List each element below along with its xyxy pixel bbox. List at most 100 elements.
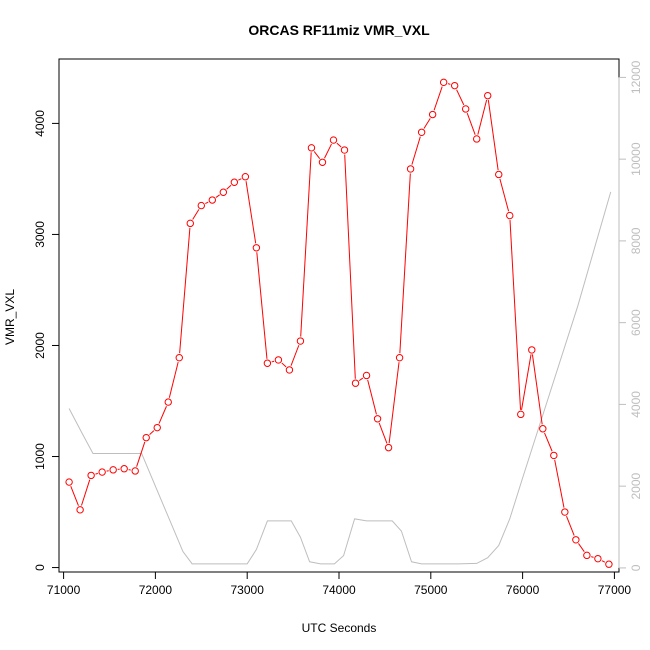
series-0-segment [313,151,321,159]
series-0-point [428,110,437,119]
plot-frame [58,58,620,573]
series-0-segment [256,252,268,359]
y2-tick-label: 4000 [629,391,643,418]
x-tick-label: 73000 [231,583,265,597]
series-0-segment [466,113,476,135]
series-0-point [241,173,250,181]
x-tick-label: 76000 [506,583,540,597]
series-0-segment [411,136,421,165]
series-0-point [230,178,239,186]
series-0-point [373,415,382,423]
series-0-point [594,554,602,563]
series-0-point [120,465,128,473]
series-0-point [285,366,294,374]
series-0-segment [566,516,575,536]
series-0-segment [238,178,242,181]
x-tick-label: 72000 [139,583,173,597]
series-0-segment [358,377,364,382]
series-0-segment [367,379,377,415]
series-0-point [87,471,95,480]
x-tick-label: 75000 [414,583,448,597]
series-1-line [68,191,612,565]
series-0-segment [344,154,356,379]
series-0-segment [601,560,606,563]
y2-tick-label: 10000 [629,142,643,176]
series-0-point [318,158,327,166]
series-0-segment [423,118,431,129]
series-0-point [550,451,558,460]
series-0-point [219,188,228,196]
series-0-point [296,337,305,345]
series-0-segment [168,361,179,398]
y-tick-label: 2000 [33,332,47,359]
series-0-segment [591,556,594,558]
series-0-point [65,478,73,486]
series-0-point [274,356,283,364]
y2-tick-label: 2000 [629,472,643,499]
series-0-segment [149,430,155,435]
series-0-segment [521,354,532,410]
series-0-point [340,146,349,154]
series-0-segment [456,89,465,106]
series-0-point [153,423,161,432]
series-0-point [517,410,525,419]
series-0-point [495,170,503,179]
series-0-point [461,105,470,113]
x-tick-label: 71000 [47,583,81,597]
series-0-segment [324,143,332,159]
series-0-segment [281,362,287,368]
series-0-segment [487,100,499,171]
series-0-point [362,371,371,380]
series-0-segment [531,354,543,425]
series-0-segment [245,181,257,244]
series-0-point [98,468,106,476]
series-0-point [417,128,426,136]
series-0-segment [70,486,79,506]
series-0-point [109,466,117,474]
y-tick-label: 4000 [33,110,47,137]
y2-tick-label: 8000 [629,227,643,254]
series-0-segment [179,227,191,354]
series-0-point [351,379,360,387]
y2-tick-label: 12000 [629,60,643,94]
series-0-point [605,560,613,568]
series-0-segment [544,432,553,452]
series-0-segment [509,220,522,410]
series-0-point [473,135,481,143]
x-tick-label: 77000 [598,583,632,597]
series-0-point [572,536,580,544]
series-0-point [197,201,205,210]
series-0-point [583,551,591,560]
series-0-segment [226,184,232,190]
x-axis: 71000 72000 73000 74000 75000 76000 77000 [47,571,632,597]
series-0-point [142,433,150,442]
series-0-segment [136,441,146,467]
chart-title: ORCAS RF11miz VMR_VXL [248,22,430,38]
series-0-segment [477,99,488,135]
series-0-segment [447,83,451,85]
series-0-segment [271,360,275,363]
y-tick-label: 3000 [33,221,47,248]
series-0-segment [433,86,443,111]
series-0-point [131,467,139,475]
series-0-segment [300,152,312,337]
y-axis-left: 0 1000 2000 3000 4000 [33,110,60,571]
series-0-segment [499,178,510,212]
y-tick-label: 1000 [33,443,47,470]
series-0-point [450,81,459,90]
series-0-point [395,353,404,362]
series-0-segment [578,543,585,552]
series-0-segment [336,142,342,148]
series-0-point [252,244,261,252]
series-0-segment [215,194,220,198]
series-layer [65,78,613,568]
series-0-segment [554,459,565,508]
y2-tick-label: 6000 [629,309,643,336]
series-0-point [561,508,569,516]
y-axis-right: 0 2000 4000 6000 8000 10000 12000 [618,60,643,571]
series-0-segment [388,362,400,444]
series-0-point [329,136,338,144]
series-0-point [406,165,415,173]
series-0-point [307,144,316,152]
series-0-point [384,443,393,452]
